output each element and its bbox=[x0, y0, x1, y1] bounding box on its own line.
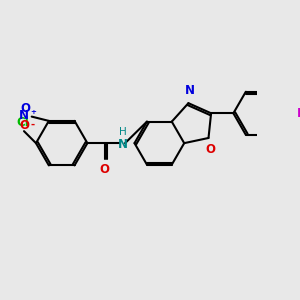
Text: +: + bbox=[30, 109, 36, 115]
Text: O: O bbox=[100, 163, 110, 176]
Text: F: F bbox=[297, 107, 300, 120]
Text: O: O bbox=[19, 119, 29, 132]
Text: Cl: Cl bbox=[16, 116, 29, 129]
Text: N: N bbox=[185, 84, 195, 97]
Text: O: O bbox=[20, 102, 30, 116]
Text: -: - bbox=[31, 120, 35, 130]
Text: N: N bbox=[118, 137, 128, 151]
Text: O: O bbox=[205, 143, 215, 156]
Text: N: N bbox=[19, 109, 29, 122]
Text: H: H bbox=[118, 127, 126, 137]
